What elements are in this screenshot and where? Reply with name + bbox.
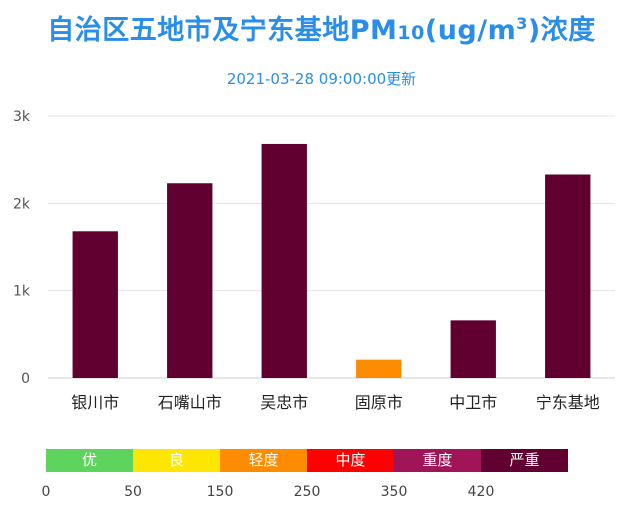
category-label: 吴忠市	[260, 393, 308, 412]
threshold-label: 50	[124, 484, 142, 500]
bar-chart: 0 1k 2k 3k 银川市 石嘴山市 吴忠市 固原市 中卫市 宁东基地	[13, 109, 615, 412]
bar	[356, 359, 402, 378]
legend-level-heavy: 重度	[394, 449, 481, 472]
legend-level-severe: 严重	[481, 449, 568, 472]
y-tick-label: 1k	[13, 284, 31, 300]
threshold-label: 420	[467, 484, 495, 500]
threshold-label: 250	[293, 484, 321, 500]
threshold-label: 150	[206, 484, 234, 500]
threshold-label: 350	[380, 484, 408, 500]
bar	[72, 231, 118, 378]
update-time: 2021-03-28 09:00:00更新	[226, 70, 417, 88]
category-label: 中卫市	[449, 393, 497, 412]
title-unit-close: )浓度	[527, 15, 596, 46]
bar	[545, 174, 591, 378]
bar	[167, 183, 213, 378]
category-label: 固原市	[355, 393, 403, 412]
category-label: 银川市	[71, 393, 119, 412]
legend-level-good: 良	[133, 449, 220, 472]
title-unit-superscript: 3	[516, 14, 528, 33]
y-tick-label: 0	[21, 371, 30, 387]
legend-level-excellent: 优	[46, 449, 133, 472]
aqi-level-legend: 优 良 轻度 中度 重度 严重	[46, 449, 568, 472]
chart-title: 自治区五地市及宁东基地PM10(ug/m3)浓度	[0, 8, 643, 47]
threshold-label: 0	[41, 484, 51, 500]
title-subscript: 10	[397, 22, 425, 44]
category-label: 宁东基地	[536, 393, 600, 412]
y-tick-label: 3k	[13, 109, 31, 125]
bar	[261, 143, 307, 378]
category-label: 石嘴山市	[158, 393, 222, 412]
legend-thresholds: 0 50 150 250 350 420	[0, 484, 643, 504]
title-main: 自治区五地市及宁东基地PM	[47, 15, 398, 46]
bar	[450, 320, 496, 378]
legend-level-light: 轻度	[220, 449, 307, 472]
title-unit-open: (ug/m	[424, 15, 517, 46]
legend-level-moderate: 中度	[307, 449, 394, 472]
y-tick-label: 2k	[13, 196, 31, 212]
